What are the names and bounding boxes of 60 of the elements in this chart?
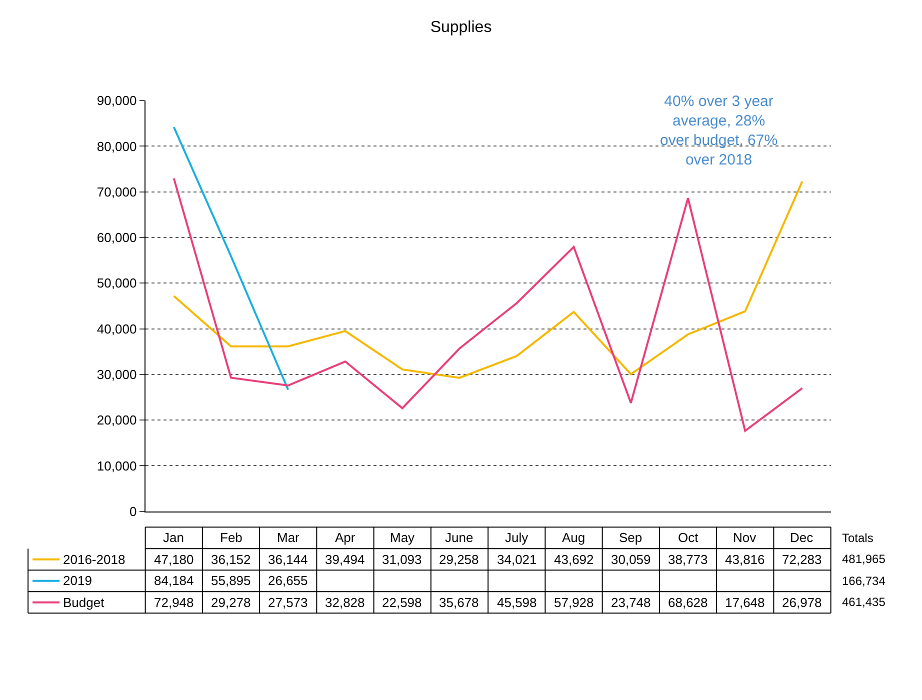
- data-label: 23,748: [611, 595, 651, 610]
- data-label: 26,655: [268, 573, 308, 588]
- text: 461,435: [842, 595, 886, 609]
- data-label: 29,258: [439, 552, 479, 567]
- data-label: 35,678: [439, 595, 479, 610]
- x-tick-label: Jan: [163, 530, 184, 545]
- text: Totals: [842, 531, 874, 545]
- data-label: 32,828: [325, 595, 365, 610]
- data-label: 22,598: [382, 595, 422, 610]
- y-tick-label: 30,000: [96, 366, 137, 382]
- data-label: 38,773: [668, 552, 708, 567]
- x-tick-label: Sep: [619, 530, 642, 545]
- data-label: 30,059: [611, 552, 651, 567]
- text: 481,965: [842, 552, 886, 566]
- x-tick-label: Oct: [678, 530, 699, 545]
- data-label: 68,628: [668, 595, 708, 610]
- data-label: 57,928: [554, 595, 594, 610]
- data-label: 36,152: [211, 552, 251, 567]
- y-tick-label: 60,000: [96, 230, 137, 246]
- data-label: 39,494: [325, 552, 365, 567]
- data-label: 47,180: [154, 552, 194, 567]
- y-tick-label: 0: [129, 504, 137, 519]
- data-label: 72,948: [154, 595, 194, 610]
- data-label: 31,093: [382, 552, 422, 567]
- data-label: 27,573: [268, 595, 308, 610]
- x-tick-label: Dec: [790, 530, 814, 545]
- line-series: [172, 177, 804, 432]
- y-tick-label: 80,000: [96, 138, 137, 154]
- text: 166,734: [842, 574, 886, 588]
- y-tick-label: 40,000: [96, 321, 137, 336]
- y-tick-label: 70,000: [96, 184, 137, 200]
- data-label: 36,144: [268, 552, 308, 567]
- data-label: 43,692: [554, 552, 594, 567]
- data-label: 29,278: [211, 595, 251, 610]
- x-tick-label: Aug: [562, 530, 586, 545]
- data-label: 43,816: [725, 552, 765, 567]
- legend-label: 2016-2018: [63, 552, 126, 567]
- y-tick-label: 50,000: [96, 276, 137, 291]
- annotation: 40% over 3 year average, 28% over budget, 67% over 2018: [660, 93, 778, 168]
- x-tick-label: May: [390, 530, 416, 545]
- legend-label: 2019: [63, 573, 92, 588]
- data-label: 45,598: [497, 595, 537, 610]
- data-label: 72,283: [782, 552, 822, 567]
- data-label: 26,978: [782, 595, 822, 610]
- legend-label: Budget: [63, 595, 105, 610]
- x-tick-label: July: [505, 530, 529, 545]
- data-label: 84,184: [154, 573, 194, 588]
- chart-title: Supplies: [430, 19, 492, 36]
- x-tick-label: Apr: [335, 530, 356, 545]
- line-series: [172, 180, 804, 379]
- x-tick-label: Mar: [277, 530, 300, 545]
- y-tick-label: 10,000: [96, 458, 137, 474]
- y-tick-label: 20,000: [96, 412, 137, 428]
- x-tick-label: June: [445, 530, 474, 545]
- data-label: 34,021: [497, 552, 537, 567]
- data-label: 55,895: [211, 573, 251, 588]
- data-label: 17,648: [725, 595, 765, 610]
- x-tick-label: Nov: [733, 530, 757, 545]
- y-tick-label: 90,000: [96, 93, 137, 108]
- x-tick-label: Feb: [220, 530, 242, 545]
